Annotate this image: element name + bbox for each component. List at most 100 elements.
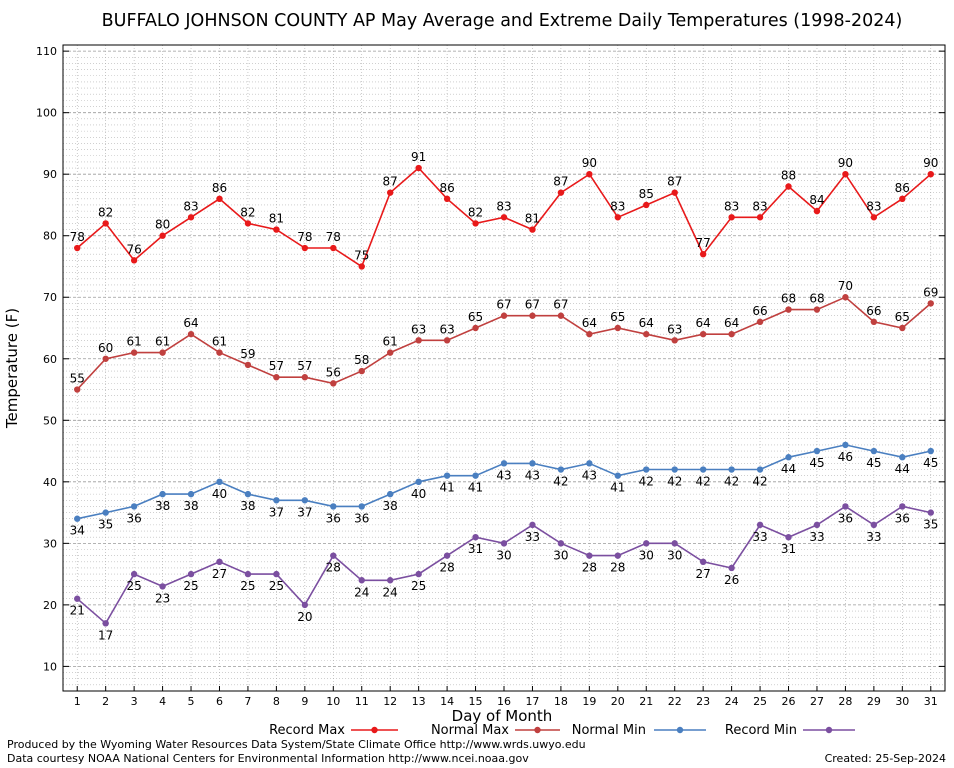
normal-min-point — [102, 509, 109, 516]
normal-min-data-label: 41 — [610, 481, 625, 495]
record-min-data-label: 28 — [326, 561, 341, 575]
record-min-point — [785, 533, 792, 541]
legend-marker-record-max — [371, 726, 378, 734]
normal-max-data-label: 61 — [155, 335, 170, 349]
x-tick-label: 19 — [582, 695, 596, 708]
record-min-data-label: 24 — [354, 585, 369, 599]
record-min-point — [870, 521, 878, 529]
legend-marker-normal-max — [534, 726, 541, 734]
record-max-data-label: 78 — [70, 230, 85, 244]
normal-max-point — [699, 330, 707, 338]
normal-min-data-label: 43 — [496, 468, 511, 482]
record-min-point — [358, 577, 365, 584]
normal-max-data-label: 64 — [696, 316, 711, 330]
record-min-data-label: 30 — [639, 548, 654, 562]
record-min-series: 21 17 25 23 25 27 25 25 20 28 24 24 25 28 31 30 33 30 28 28… — [70, 503, 938, 642]
record-max-data-label: 82 — [98, 205, 113, 219]
record-min-point — [756, 521, 764, 529]
record-max-point — [472, 220, 479, 227]
normal-max-data-label: 67 — [496, 298, 511, 312]
normal-min-point — [899, 454, 906, 461]
normal-max-data-label: 68 — [809, 292, 824, 306]
x-tick-label: 9 — [301, 695, 308, 708]
x-tick-label: 31 — [924, 695, 938, 708]
record-max-data-label: 81 — [269, 212, 284, 226]
record-max-point — [130, 257, 138, 264]
record-min-data-label: 17 — [98, 628, 113, 642]
normal-min-data-label: 37 — [297, 505, 312, 519]
record-max-data-label: 78 — [297, 230, 312, 244]
normal-max-data-label: 69 — [923, 285, 938, 299]
x-tick-label: 30 — [895, 695, 909, 708]
normal-max-point — [899, 324, 906, 332]
record-max-data-label: 87 — [667, 175, 682, 189]
normal-max-point — [927, 300, 934, 307]
normal-max-data-label: 65 — [895, 310, 910, 324]
y-tick-label: 80 — [43, 230, 57, 243]
normal-max-point — [244, 361, 252, 369]
normal-max-point — [785, 306, 792, 313]
normal-max-point — [102, 355, 109, 362]
normal-max-point — [415, 337, 422, 344]
normal-max-point — [330, 380, 337, 387]
normal-min-data-label: 45 — [809, 456, 824, 470]
footer-created-date: Created: 25-Sep-2024 — [824, 752, 946, 765]
record-min-point — [216, 558, 223, 565]
record-min-point — [728, 564, 735, 572]
normal-min-point — [785, 454, 792, 461]
record-max-data-label: 86 — [212, 181, 227, 195]
normal-max-point — [472, 324, 479, 332]
record-min-point — [472, 533, 479, 541]
normal-max-data-label: 65 — [610, 310, 625, 324]
record-max-point — [785, 183, 792, 190]
normal-min-point — [699, 466, 707, 473]
normal-min-point — [586, 460, 593, 467]
x-tick-label: 24 — [725, 695, 739, 708]
x-tick-label: 25 — [753, 695, 767, 708]
normal-max-data-label: 67 — [553, 298, 568, 312]
record-min-data-label: 25 — [240, 579, 255, 593]
legend-label-normal-min: Normal Min — [572, 723, 646, 738]
normal-max-data-label: 63 — [439, 322, 454, 336]
normal-min-point — [728, 466, 735, 473]
normal-min-point — [159, 490, 166, 498]
normal-max-point — [557, 312, 565, 319]
record-min-data-label: 24 — [383, 585, 398, 599]
normal-min-data-label: 45 — [866, 456, 881, 470]
normal-min-point — [74, 515, 81, 522]
normal-max-point — [586, 330, 593, 338]
footer-data-courtesy: Data courtesy NOAA National Centers for … — [7, 752, 529, 765]
record-max-data-label: 91 — [411, 150, 426, 164]
normal-min-point — [244, 490, 252, 498]
x-tick-label: 5 — [188, 695, 195, 708]
x-tick-label: 17 — [525, 695, 539, 708]
record-min-data-label: 25 — [269, 579, 284, 593]
record-min-point — [899, 503, 906, 510]
record-min-point — [614, 552, 622, 559]
normal-max-point — [500, 312, 508, 319]
record-min-data-label: 36 — [838, 511, 853, 525]
normal-min-point — [386, 490, 394, 498]
record-max-point — [699, 250, 707, 258]
x-tick-label: 16 — [497, 695, 511, 708]
record-max-data-label: 83 — [724, 199, 739, 213]
normal-max-data-label: 60 — [98, 341, 113, 355]
x-tick-label: 2 — [102, 695, 109, 708]
record-max-data-label: 75 — [354, 248, 369, 262]
x-tick-label: 26 — [782, 695, 796, 708]
normal-min-data-label: 43 — [525, 468, 540, 482]
record-min-data-label: 21 — [70, 604, 85, 618]
normal-min-point — [842, 441, 849, 449]
record-max-point — [927, 171, 934, 178]
record-max-point — [586, 171, 593, 178]
record-min-point — [699, 558, 707, 565]
y-tick-label: 20 — [43, 599, 57, 612]
record-max-data-label: 77 — [696, 236, 711, 250]
record-min-data-label: 30 — [553, 548, 568, 562]
normal-min-data-label: 44 — [895, 462, 910, 476]
record-max-data-label: 82 — [468, 205, 483, 219]
record-max-point — [301, 244, 309, 252]
record-max-data-label: 86 — [439, 181, 454, 195]
record-max-point — [728, 214, 735, 221]
normal-min-point — [301, 497, 309, 504]
